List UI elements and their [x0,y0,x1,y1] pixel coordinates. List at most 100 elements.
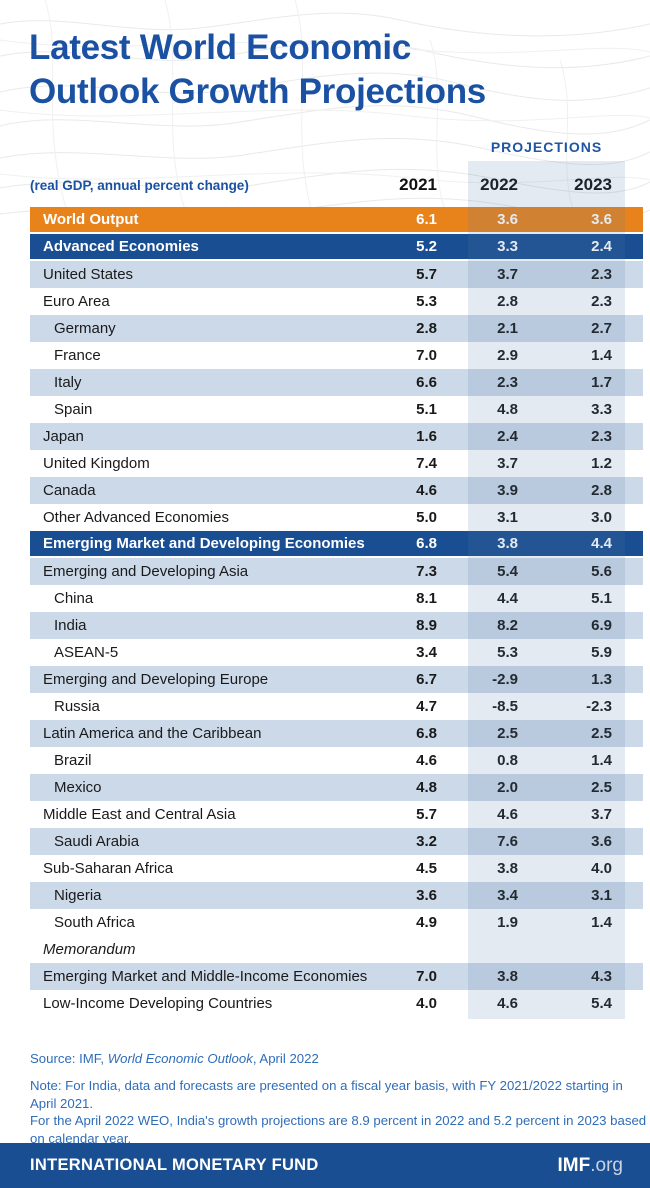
row-value: 2.8 [591,482,612,499]
row-value: 3.3 [497,238,518,255]
row-value: 3.2 [416,833,437,850]
row-value: 2.9 [497,347,518,364]
row-value: 3.7 [497,455,518,472]
table-row: Japan 1.6 2.4 2.3 [30,423,643,450]
row-value: 4.5 [416,860,437,877]
row-value: 7.3 [416,563,437,580]
table-row: China 8.1 4.4 5.1 [30,585,643,612]
row-value: 4.4 [497,590,518,607]
row-value: 2.3 [591,428,612,445]
row-value: 4.6 [497,995,518,1012]
row-value: 2.1 [497,320,518,337]
source-suffix: , April 2022 [252,1051,319,1066]
row-value: 5.1 [591,590,612,607]
table-row: Memorandum [30,936,643,963]
row-value: 4.6 [416,752,437,769]
row-value: 3.1 [591,887,612,904]
row-label: China [54,590,94,607]
row-label: Advanced Economies [43,238,199,255]
column-header-2023: 2023 [574,175,612,194]
table-row: Italy 6.6 2.3 1.7 [30,369,643,396]
row-value: 6.8 [416,725,437,742]
row-label: Brazil [54,752,92,769]
table-row: Middle East and Central Asia 5.7 4.6 3.7 [30,801,643,828]
source-line: Source: IMF, World Economic Outlook, Apr… [30,1051,319,1066]
row-value: 5.3 [416,293,437,310]
table-row: Euro Area 5.3 2.8 2.3 [30,288,643,315]
row-value: -2.9 [492,671,518,688]
row-value: 3.6 [497,211,518,228]
row-value: 3.6 [591,211,612,228]
row-label: Sub-Saharan Africa [43,860,174,877]
row-value: 3.7 [591,806,612,823]
table-row: Emerging Market and Middle-Income Econom… [30,963,643,990]
row-value: 3.8 [497,535,518,552]
row-label: Middle East and Central Asia [43,806,236,823]
row-value: 5.7 [416,806,437,823]
row-value: 3.7 [497,266,518,283]
row-value [548,936,643,963]
row-value: 2.3 [591,293,612,310]
row-value: 8.9 [416,617,437,634]
note-line: For the April 2022 WEO, India's growth p… [30,1113,647,1128]
row-label: ASEAN-5 [54,644,119,661]
row-label: Other Advanced Economies [43,509,229,526]
column-header-2021: 2021 [399,175,437,194]
row-value: 5.4 [497,563,518,580]
table-caption: (real GDP, annual percent change) [30,178,249,193]
table-row: Emerging and Developing Asia 7.3 5.4 5.6 [30,558,643,585]
table-row: World Output 6.1 3.6 3.6 [30,207,643,234]
row-label: Memorandum [43,941,136,958]
row-value: 5.4 [591,995,612,1012]
row-value: 1.4 [591,752,612,769]
table-row: Advanced Economies 5.2 3.3 2.4 [30,234,643,261]
row-label: Canada [43,482,96,499]
row-label: Saudi Arabia [54,833,140,850]
row-value: 4.8 [416,779,437,796]
source-title-italic: World Economic Outlook [107,1051,253,1066]
row-value: 5.7 [416,266,437,283]
footer-site-bold: IMF [557,1154,591,1176]
row-value [392,936,467,963]
page-title: Latest World Economic Outlook Growth Pro… [29,26,486,114]
row-value: 2.4 [497,428,518,445]
row-value: 2.3 [497,374,518,391]
table-row: Brazil 4.6 0.8 1.4 [30,747,643,774]
row-value: 2.3 [591,266,612,283]
row-value: 5.0 [416,509,437,526]
row-value: 4.0 [416,995,437,1012]
row-value: 4.4 [591,535,612,552]
row-value: 7.4 [416,455,437,472]
row-value: 5.3 [497,644,518,661]
row-label: United Kingdom [43,455,150,472]
row-value: 4.9 [416,914,437,931]
table-row: Nigeria 3.6 3.4 3.1 [30,882,643,909]
row-value: 1.7 [591,374,612,391]
row-value: 5.6 [591,563,612,580]
page-title-line1: Latest World Economic [29,28,411,67]
page-title-line2: Outlook Growth Projections [29,72,486,111]
row-label: Emerging Market and Middle-Income Econom… [43,968,368,985]
row-value: 7.0 [416,347,437,364]
row-label: Emerging Market and Developing Economies [43,535,365,552]
table-row: Other Advanced Economies 5.0 3.1 3.0 [30,504,643,531]
row-value: 3.6 [416,887,437,904]
source-prefix: Source: IMF, [30,1051,108,1066]
row-label: Nigeria [54,887,102,904]
table-row: Emerging Market and Developing Economies… [30,531,643,558]
table-body: World Output 6.1 3.6 3.6 Advanced Econom… [30,207,643,1017]
row-label: India [54,617,87,634]
row-value: 3.6 [591,833,612,850]
row-value: 6.1 [416,211,437,228]
row-value: 4.3 [591,968,612,985]
row-value: 6.8 [416,535,437,552]
table-row: Germany 2.8 2.1 2.7 [30,315,643,342]
footer-org-name: INTERNATIONAL MONETARY FUND [30,1156,319,1174]
row-label: Euro Area [43,293,110,310]
row-value: 2.8 [416,320,437,337]
row-value: 3.1 [497,509,518,526]
footer-site-rest: .org [590,1154,623,1176]
footer-site-link: IMF.org [558,1155,623,1177]
row-label: Germany [54,320,116,337]
